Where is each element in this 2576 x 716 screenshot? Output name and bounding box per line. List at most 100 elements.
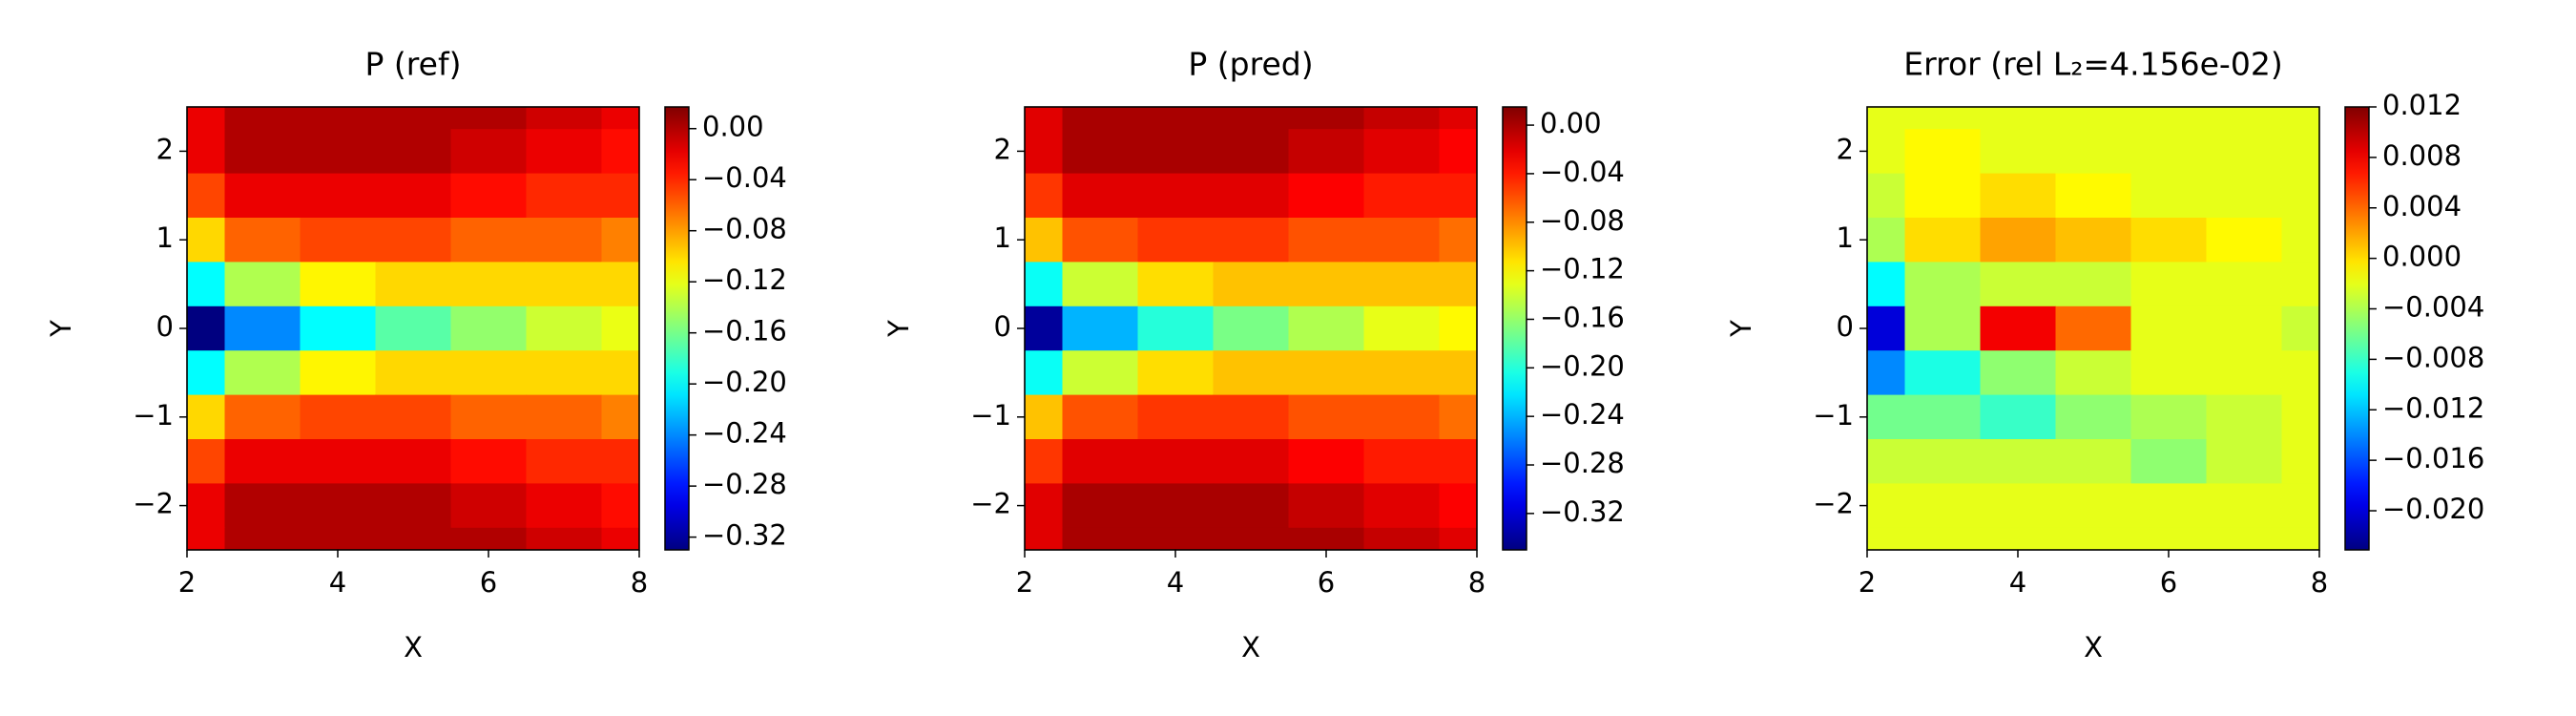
field-cell [1363, 394, 1441, 440]
field-cell [1867, 527, 1906, 550]
field-cell [1288, 394, 1365, 440]
field [1867, 107, 2319, 550]
field-cell [1025, 483, 1064, 529]
field-cell [450, 107, 528, 130]
field-cell [1025, 173, 1064, 219]
field-cell [375, 527, 452, 550]
field-cell [1867, 394, 1906, 440]
field-cell [1137, 350, 1215, 396]
field-cell [1137, 483, 1215, 529]
field-cell [1062, 173, 1139, 219]
x-tick-label: 8 [1468, 566, 1485, 599]
field-cell [1980, 527, 2057, 550]
field-cell [601, 527, 639, 550]
y-axis-label: Y [883, 320, 915, 338]
panel: 2 4 6 8 −2 −1 0 1 2 X Y Error (rel L₂=4.156e-02) 0.0… [1725, 46, 2484, 664]
x-tick-label: 6 [480, 566, 497, 599]
field-cell [224, 439, 301, 484]
field-cell [1288, 483, 1365, 529]
field-cell [1439, 350, 1477, 396]
field-cell [300, 173, 377, 219]
field-cell [2281, 350, 2319, 396]
colorbar-tick-label: 0.012 [2382, 89, 2462, 121]
field-cell [1137, 262, 1215, 307]
field-cell [2206, 394, 2283, 440]
field-cell [300, 218, 377, 263]
chart-title: P (ref) [365, 46, 462, 83]
field-cell [375, 305, 452, 351]
field-cell [1062, 129, 1139, 175]
field-cell [1288, 218, 1365, 263]
field-cell [1439, 305, 1477, 351]
x-tick-label: 2 [1016, 566, 1033, 599]
field-cell [1867, 218, 1906, 263]
field-cell [526, 439, 603, 484]
y-tick-label: 1 [994, 221, 1011, 254]
field-cell [1363, 305, 1441, 351]
field-cell [1439, 218, 1477, 263]
field-cell [601, 173, 639, 219]
y-axis-label: Y [45, 320, 77, 338]
y-tick-label: −1 [133, 399, 174, 432]
field-cell [1363, 129, 1441, 175]
field-cell [300, 527, 377, 550]
field-cell [2206, 527, 2283, 550]
field-cell [1363, 483, 1441, 529]
field-cell [1363, 218, 1441, 263]
field-cell [1867, 483, 1906, 529]
field-cell [187, 262, 226, 307]
field-cell [601, 129, 639, 175]
field-cell [2130, 305, 2208, 351]
field-cell [2130, 107, 2208, 130]
field-cell [1025, 129, 1064, 175]
field-cell [450, 394, 528, 440]
field-cell [1062, 305, 1139, 351]
field-cell [601, 483, 639, 529]
field-cell [601, 218, 639, 263]
field-cell [224, 394, 301, 440]
field-cell [1213, 394, 1290, 440]
field-cell [1904, 129, 1982, 175]
field-cell [2206, 262, 2283, 307]
y-tick-label: 2 [1837, 133, 1854, 165]
field-cell [2206, 483, 2283, 529]
panel: 2 4 6 8 −2 −1 0 1 2 X Y P (pred) 0.00 −0.04 −0.08 −0.12… [883, 46, 1625, 664]
field-cell [1137, 394, 1215, 440]
field-cell [1867, 350, 1906, 396]
field-cell [224, 218, 301, 263]
field-cell [2281, 527, 2319, 550]
field-cell [187, 107, 226, 130]
field-cell [1025, 350, 1064, 396]
field-cell [2055, 262, 2132, 307]
field-cell [1288, 173, 1365, 219]
field-cell [450, 305, 528, 351]
panel: 2 4 6 8 −2 −1 0 1 2 X Y P (ref) 0.00 −0.04 −0.08 −0.12 −… [45, 46, 787, 664]
field [187, 107, 639, 550]
field-cell [1439, 483, 1477, 529]
x-tick-label: 2 [1859, 566, 1876, 599]
colorbar-tick-label: −0.012 [2382, 391, 2484, 424]
field-cell [1213, 173, 1290, 219]
field-cell [1288, 107, 1365, 130]
field-cell [1439, 394, 1477, 440]
field-cell [224, 483, 301, 529]
field-cell [1980, 218, 2057, 263]
y-tick-label: −2 [1813, 488, 1854, 520]
field-cell [1439, 527, 1477, 550]
field-cell [1213, 262, 1290, 307]
field-cell [1025, 394, 1064, 440]
field-cell [1137, 305, 1215, 351]
field-cell [2055, 218, 2132, 263]
field-cell [1363, 350, 1441, 396]
field-cell [450, 262, 528, 307]
field-cell [1980, 173, 2057, 219]
field-cell [187, 483, 226, 529]
field-cell [300, 129, 377, 175]
field-cell [300, 483, 377, 529]
field-cell [1062, 394, 1139, 440]
field-cell [1025, 527, 1064, 550]
field-cell [2281, 394, 2319, 440]
field-cell [2281, 218, 2319, 263]
field-cell [375, 218, 452, 263]
